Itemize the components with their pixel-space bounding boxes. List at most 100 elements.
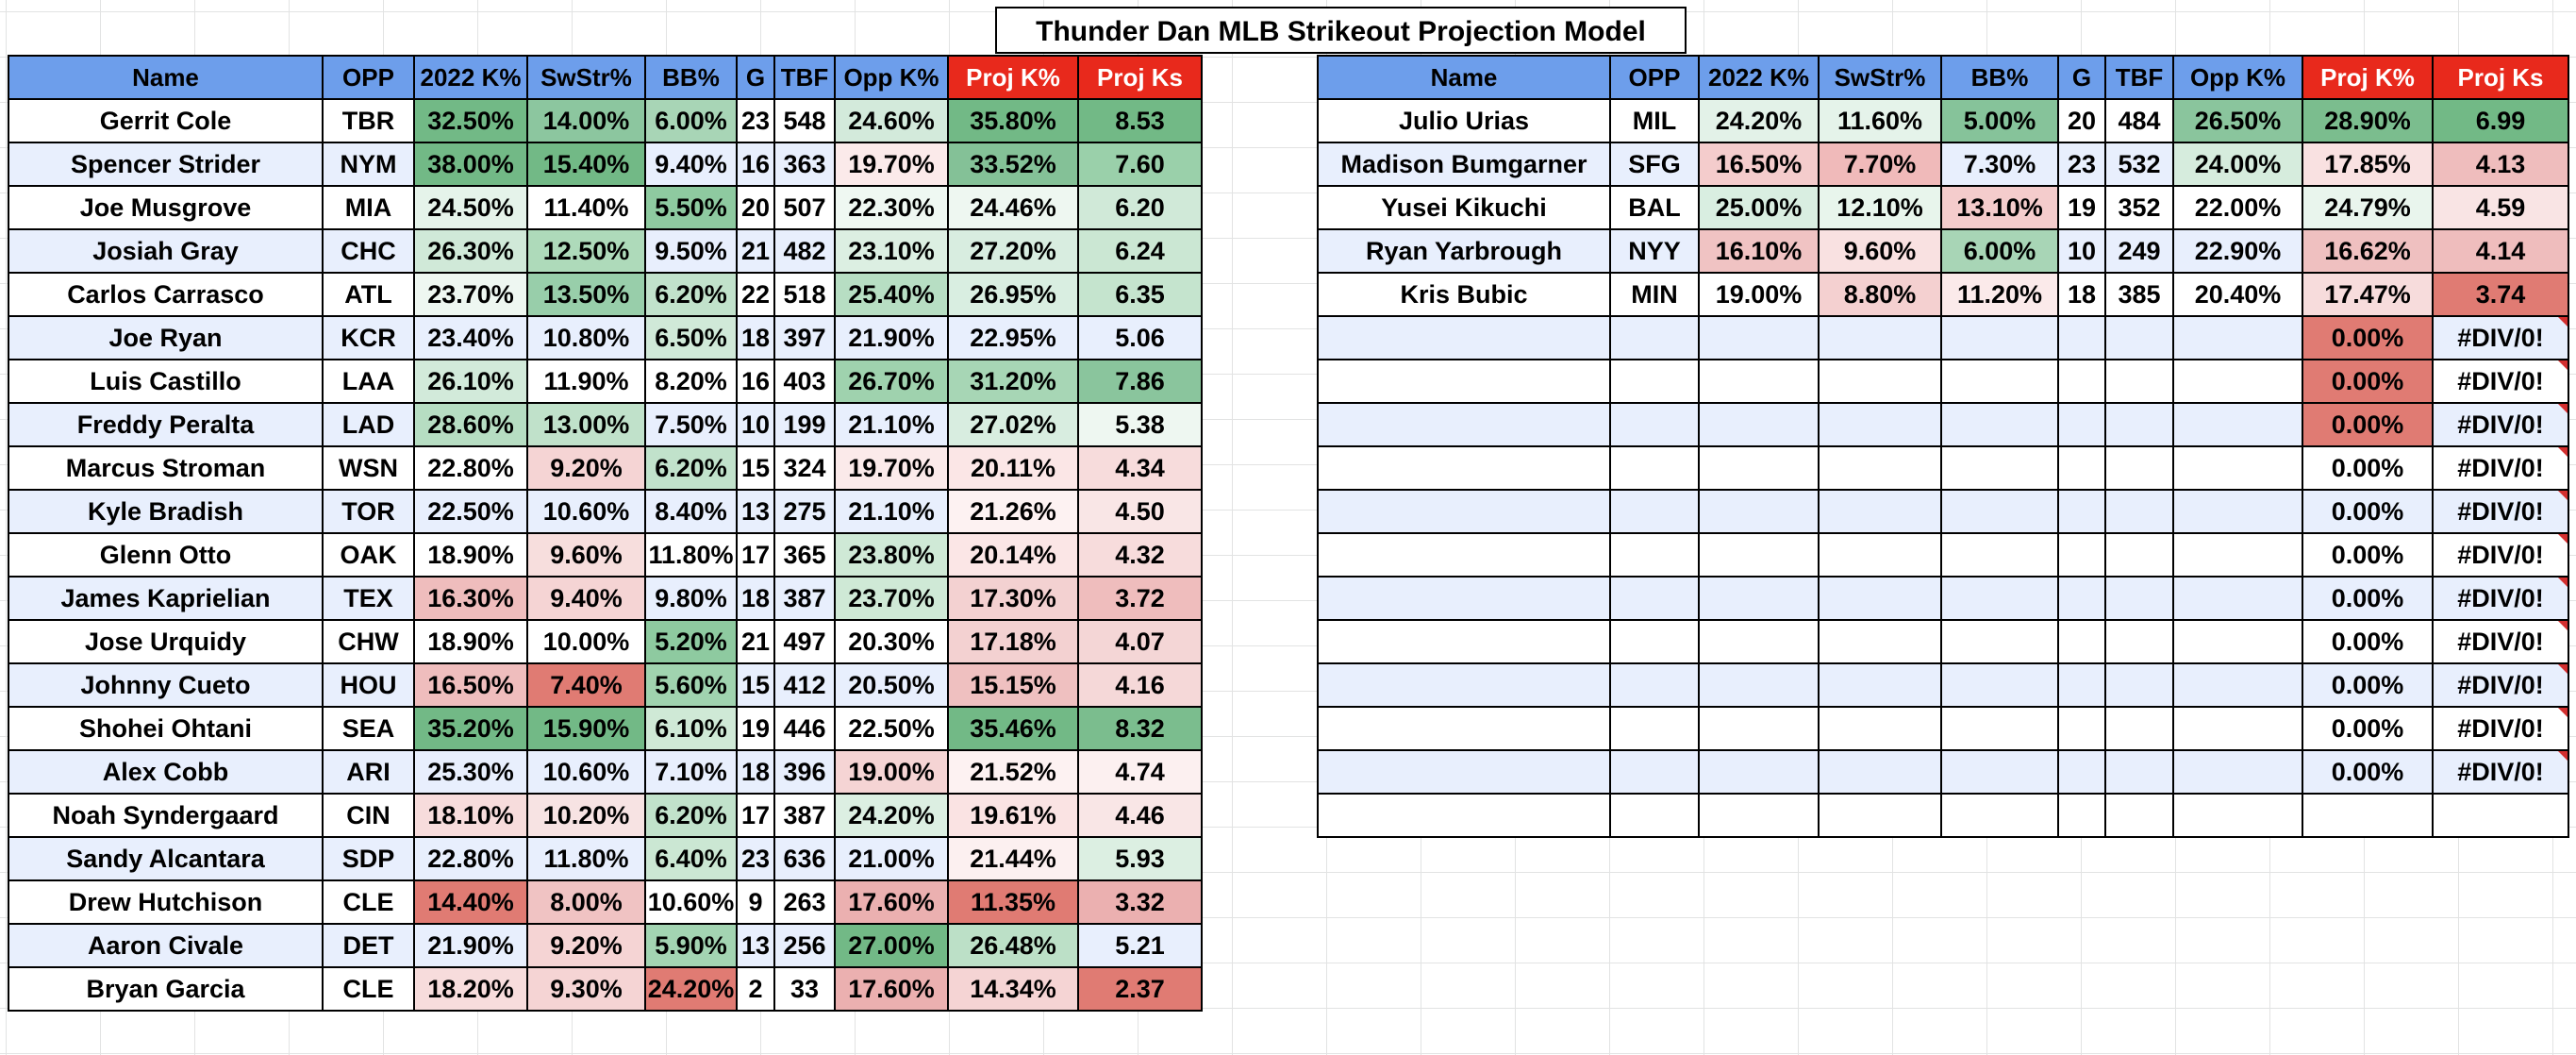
cell-tbf[interactable] (2104, 532, 2174, 578)
cell-opp[interactable]: CLE (322, 879, 415, 925)
cell-2022-k-pct[interactable] (1698, 359, 1820, 404)
cell-g[interactable]: 23 (736, 98, 775, 143)
cell-swstr-pct[interactable] (1818, 619, 1942, 664)
cell-swstr-pct[interactable]: 9.20% (526, 923, 646, 968)
cell-tbf[interactable]: 33 (773, 966, 836, 1012)
cell-tbf[interactable]: 387 (773, 576, 836, 621)
cell-bb-pct[interactable]: 5.60% (644, 662, 738, 708)
cell-g[interactable]: 16 (736, 359, 775, 404)
cell-opp-k-pct[interactable] (2172, 445, 2303, 491)
cell-proj-k-pct[interactable]: 0.00% (2302, 315, 2434, 360)
cell-bb-pct[interactable]: 5.50% (644, 185, 738, 230)
cell-name[interactable]: Aaron Civale (8, 923, 324, 968)
cell-opp[interactable] (1609, 793, 1700, 838)
cell-tbf[interactable]: 396 (773, 749, 836, 795)
col-header-opp-k-pct[interactable]: Opp K% (2172, 55, 2303, 100)
cell-swstr-pct[interactable]: 14.00% (526, 98, 646, 143)
cell-bb-pct[interactable]: 5.20% (644, 619, 738, 664)
cell-2022-k-pct[interactable]: 16.50% (1698, 142, 1820, 187)
cell-opp-k-pct[interactable] (2172, 576, 2303, 621)
cell-g[interactable] (2057, 489, 2106, 534)
cell-opp-k-pct[interactable]: 20.40% (2172, 272, 2303, 317)
col-header-g[interactable]: G (2057, 55, 2106, 100)
cell-2022-k-pct[interactable] (1698, 749, 1820, 795)
cell-2022-k-pct[interactable]: 28.60% (413, 402, 528, 447)
cell-swstr-pct[interactable]: 11.60% (1818, 98, 1942, 143)
cell-swstr-pct[interactable] (1818, 749, 1942, 795)
cell-g[interactable]: 18 (736, 749, 775, 795)
cell-name[interactable] (1317, 619, 1611, 664)
cell-bb-pct[interactable] (1940, 619, 2059, 664)
cell-tbf[interactable] (2104, 315, 2174, 360)
cell-proj-k-pct[interactable]: 35.80% (947, 98, 1079, 143)
cell-proj-k-pct[interactable]: 21.26% (947, 489, 1079, 534)
col-header-proj-ks[interactable]: Proj Ks (2432, 55, 2569, 100)
cell-2022-k-pct[interactable]: 18.90% (413, 619, 528, 664)
cell-swstr-pct[interactable]: 10.60% (526, 749, 646, 795)
cell-g[interactable]: 13 (736, 489, 775, 534)
cell-name[interactable]: Spencer Strider (8, 142, 324, 187)
cell-swstr-pct[interactable] (1818, 445, 1942, 491)
cell-g[interactable] (2057, 402, 2106, 447)
cell-2022-k-pct[interactable]: 18.10% (413, 793, 528, 838)
cell-2022-k-pct[interactable]: 25.00% (1698, 185, 1820, 230)
cell-name[interactable]: Shohei Ohtani (8, 706, 324, 751)
cell-opp[interactable] (1609, 359, 1700, 404)
cell-bb-pct[interactable]: 9.80% (644, 576, 738, 621)
cell-proj-k-pct[interactable]: 24.46% (947, 185, 1079, 230)
cell-g[interactable]: 17 (736, 793, 775, 838)
cell-opp[interactable] (1609, 402, 1700, 447)
cell-bb-pct[interactable]: 8.20% (644, 359, 738, 404)
cell-2022-k-pct[interactable]: 35.20% (413, 706, 528, 751)
cell-2022-k-pct[interactable] (1698, 662, 1820, 708)
cell-opp-k-pct[interactable]: 20.50% (834, 662, 949, 708)
cell-tbf[interactable]: 385 (2104, 272, 2174, 317)
cell-proj-ks[interactable]: 7.86 (1077, 359, 1203, 404)
cell-proj-ks[interactable]: 4.14 (2432, 228, 2569, 274)
cell-2022-k-pct[interactable]: 16.50% (413, 662, 528, 708)
cell-g[interactable] (2057, 706, 2106, 751)
cell-opp[interactable]: OAK (322, 532, 415, 578)
cell-2022-k-pct[interactable]: 26.30% (413, 228, 528, 274)
cell-opp[interactable]: MIA (322, 185, 415, 230)
cell-proj-ks[interactable]: 8.53 (1077, 98, 1203, 143)
cell-proj-ks[interactable]: 4.34 (1077, 445, 1203, 491)
cell-proj-ks[interactable]: 2.37 (1077, 966, 1203, 1012)
cell-opp-k-pct[interactable]: 17.60% (834, 879, 949, 925)
cell-name[interactable] (1317, 489, 1611, 534)
cell-opp[interactable]: CLE (322, 966, 415, 1012)
cell-swstr-pct[interactable]: 13.50% (526, 272, 646, 317)
cell-name[interactable]: Yusei Kikuchi (1317, 185, 1611, 230)
cell-proj-k-pct[interactable] (2302, 793, 2434, 838)
cell-2022-k-pct[interactable]: 24.20% (1698, 98, 1820, 143)
cell-opp-k-pct[interactable]: 20.30% (834, 619, 949, 664)
cell-opp-k-pct[interactable]: 21.00% (834, 836, 949, 881)
cell-g[interactable]: 9 (736, 879, 775, 925)
cell-tbf[interactable]: 403 (773, 359, 836, 404)
cell-swstr-pct[interactable]: 9.30% (526, 966, 646, 1012)
cell-swstr-pct[interactable]: 15.40% (526, 142, 646, 187)
cell-name[interactable]: Joe Musgrove (8, 185, 324, 230)
cell-2022-k-pct[interactable] (1698, 532, 1820, 578)
cell-name[interactable] (1317, 662, 1611, 708)
cell-proj-k-pct[interactable]: 0.00% (2302, 619, 2434, 664)
cell-name[interactable] (1317, 532, 1611, 578)
cell-proj-k-pct[interactable]: 0.00% (2302, 402, 2434, 447)
cell-name[interactable]: Luis Castillo (8, 359, 324, 404)
cell-2022-k-pct[interactable]: 25.30% (413, 749, 528, 795)
cell-bb-pct[interactable]: 9.50% (644, 228, 738, 274)
cell-g[interactable]: 15 (736, 662, 775, 708)
cell-name[interactable]: Noah Syndergaard (8, 793, 324, 838)
cell-proj-ks[interactable]: #DIV/0! (2432, 315, 2569, 360)
cell-2022-k-pct[interactable]: 26.10% (413, 359, 528, 404)
cell-proj-ks[interactable]: 4.59 (2432, 185, 2569, 230)
cell-swstr-pct[interactable]: 11.80% (526, 836, 646, 881)
cell-tbf[interactable] (2104, 749, 2174, 795)
cell-proj-k-pct[interactable]: 33.52% (947, 142, 1079, 187)
cell-name[interactable]: Marcus Stroman (8, 445, 324, 491)
cell-opp-k-pct[interactable]: 23.70% (834, 576, 949, 621)
cell-g[interactable]: 10 (2057, 228, 2106, 274)
cell-name[interactable] (1317, 576, 1611, 621)
cell-proj-k-pct[interactable]: 17.47% (2302, 272, 2434, 317)
cell-opp[interactable]: CHW (322, 619, 415, 664)
